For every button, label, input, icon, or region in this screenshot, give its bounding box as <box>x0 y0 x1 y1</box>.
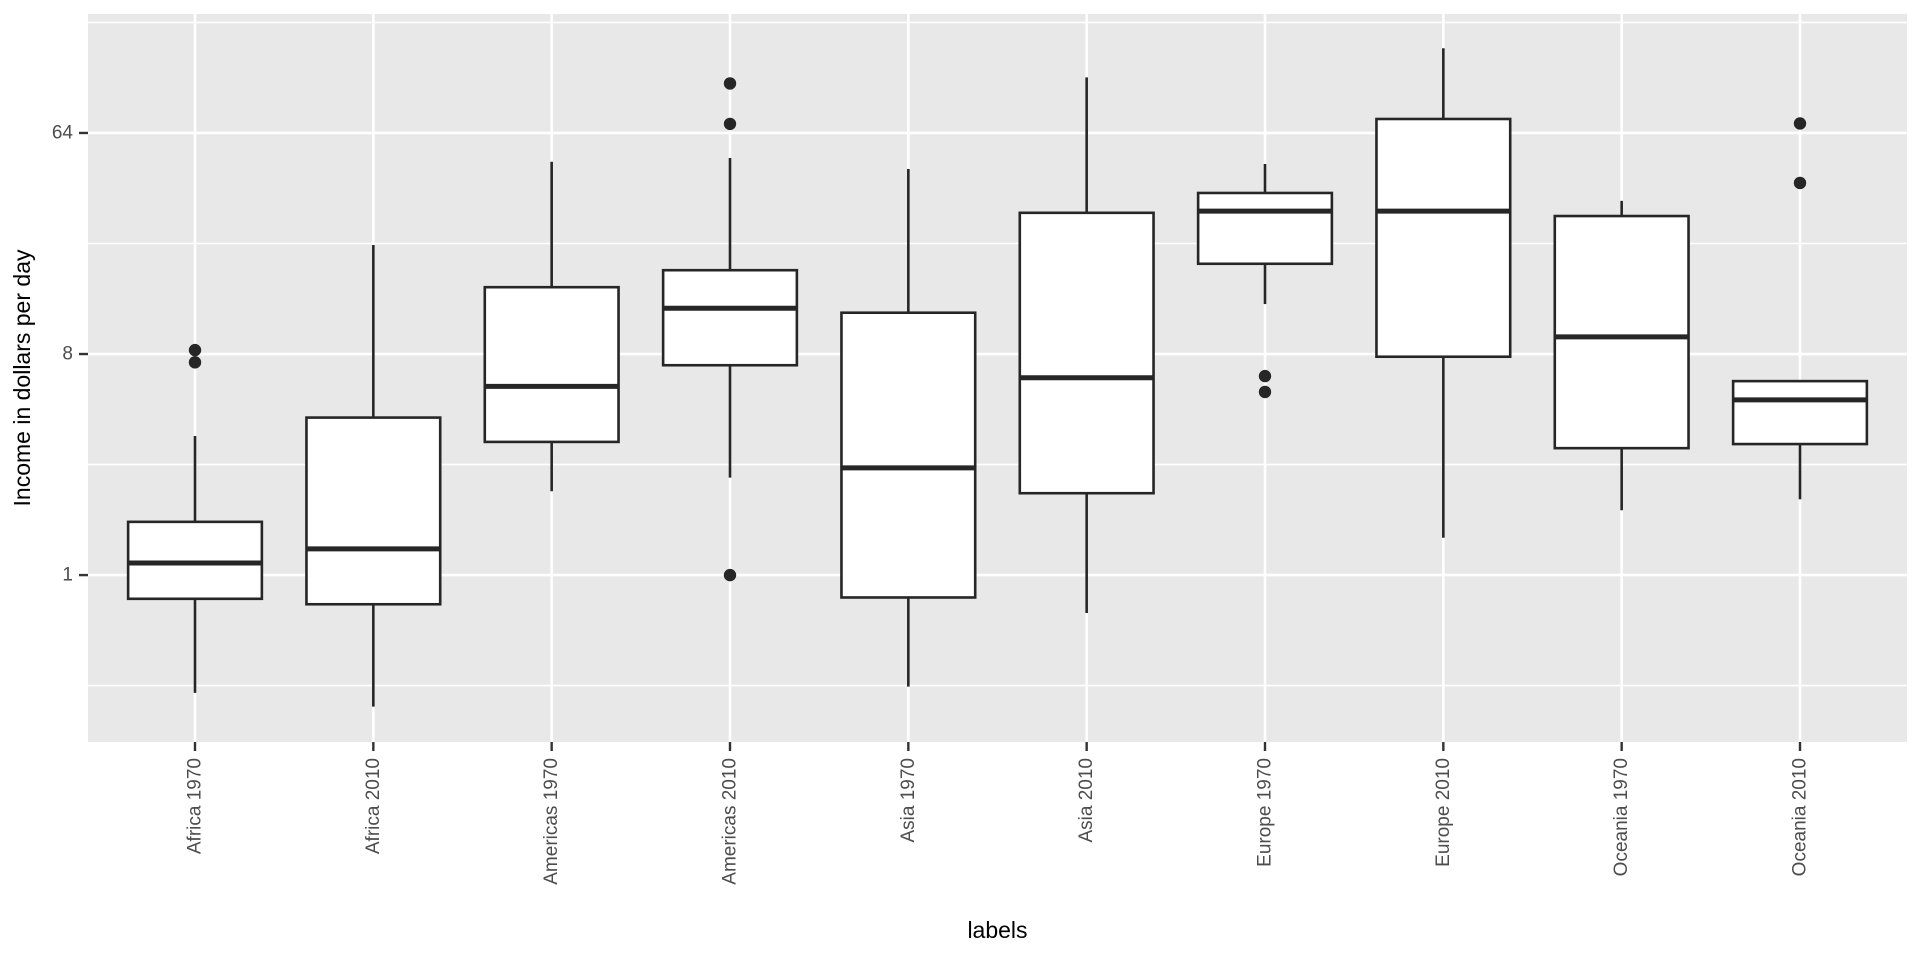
boxplot-europe-2010 <box>1375 48 1512 538</box>
iqr-box-africa-1970 <box>126 520 264 601</box>
x-tick-label-africa-2010: Africa 2010 <box>363 758 384 854</box>
outlier-point-oceania-2010 <box>1793 117 1807 130</box>
boxplot-europe-1970 <box>1196 164 1334 399</box>
boxplot-africa-2010 <box>305 245 442 707</box>
outlier-point-oceania-2010 <box>1793 176 1807 190</box>
boxplot-asia-1970 <box>840 169 977 687</box>
x-tick-label-europe-1970: Europe 1970 <box>1255 758 1276 867</box>
boxplot-africa-1970 <box>126 343 264 693</box>
iqr-box-americas-1970 <box>483 285 620 444</box>
iqr-box-oceania-1970 <box>1553 214 1690 450</box>
boxplot-oceania-2010 <box>1731 117 1869 500</box>
iqr-box-europe-2010 <box>1375 117 1512 359</box>
outlier-point-americas-2010 <box>723 77 737 90</box>
outlier-point-europe-1970 <box>1258 369 1272 383</box>
iqr-box-europe-1970 <box>1196 191 1334 266</box>
x-tick-label-africa-1970: Africa 1970 <box>185 758 206 854</box>
x-tick-label-americas-1970: Americas 1970 <box>541 758 562 885</box>
y-axis-title: Income in dollars per day <box>9 249 35 506</box>
outlier-point-europe-1970 <box>1258 385 1272 399</box>
x-axis-title: labels <box>967 917 1027 943</box>
outlier-point-africa-1970 <box>188 343 202 357</box>
outlier-point-africa-1970 <box>188 356 202 369</box>
y-tick-label-8: 8 <box>62 344 73 365</box>
iqr-box-oceania-2010 <box>1731 379 1869 446</box>
iqr-box-americas-2010 <box>661 268 799 367</box>
boxplot-oceania-1970 <box>1553 200 1690 511</box>
y-tick-label-64: 64 <box>52 122 74 143</box>
outlier-point-americas-2010 <box>723 117 737 131</box>
x-tick-label-oceania-1970: Oceania 1970 <box>1611 758 1632 876</box>
y-tick-label-1: 1 <box>62 565 73 586</box>
x-tick-label-asia-2010: Asia 2010 <box>1076 758 1097 843</box>
iqr-box-asia-1970 <box>840 311 977 599</box>
x-tick-label-americas-2010: Americas 2010 <box>720 758 741 885</box>
outlier-point-americas-2010 <box>723 568 737 582</box>
x-tick-label-oceania-2010: Oceania 2010 <box>1790 758 1811 876</box>
iqr-box-asia-2010 <box>1018 211 1155 495</box>
boxplot-asia-2010 <box>1018 77 1155 613</box>
boxplot-americas-1970 <box>483 161 620 492</box>
x-tick-label-asia-1970: Asia 1970 <box>898 758 919 843</box>
iqr-box-africa-2010 <box>305 416 442 606</box>
x-tick-label-europe-2010: Europe 2010 <box>1433 758 1454 867</box>
boxplot-americas-2010 <box>661 77 799 582</box>
